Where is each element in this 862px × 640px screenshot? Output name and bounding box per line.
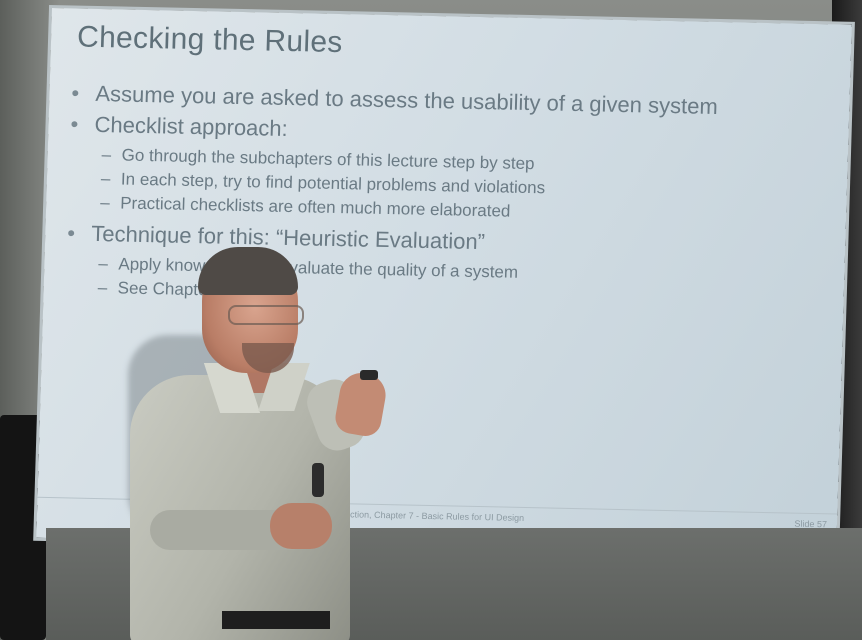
- presenter-lower-hand: [270, 503, 332, 549]
- wristwatch-icon: [360, 370, 378, 380]
- presenter-belt: [222, 611, 330, 629]
- clip-microphone-icon: [312, 463, 324, 497]
- slide-title: Checking the Rules: [76, 20, 344, 60]
- presenter-glasses: [228, 305, 304, 325]
- presenter-hair: [198, 247, 298, 295]
- presenter: [120, 245, 420, 640]
